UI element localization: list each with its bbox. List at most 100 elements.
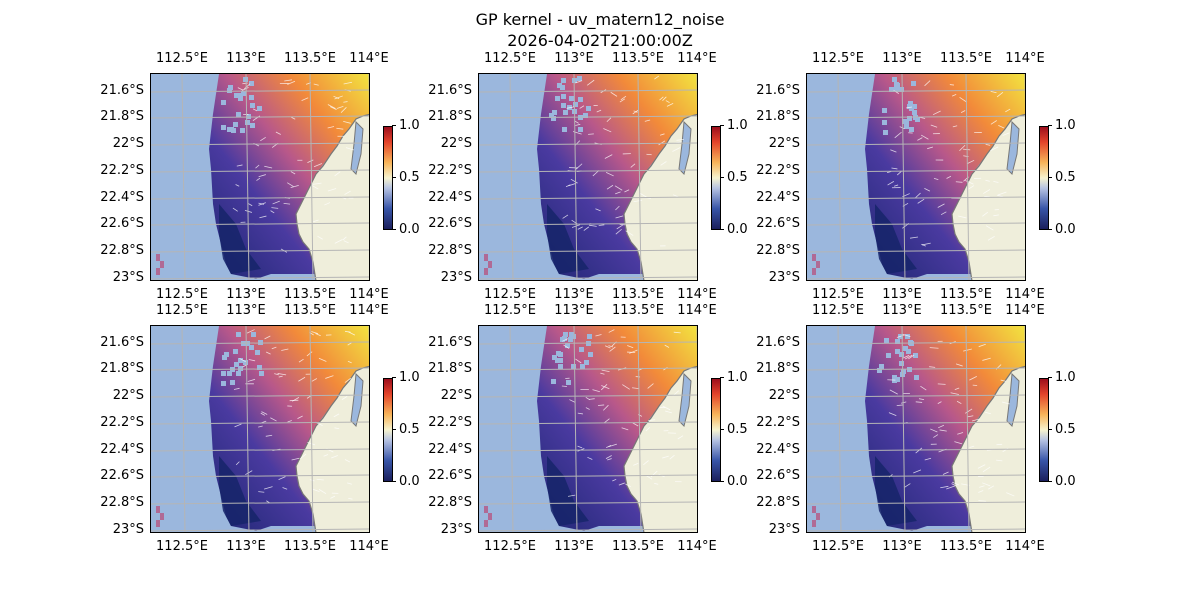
parallel-line [807, 394, 1025, 398]
lon-tick-label: 112.5°E [484, 287, 536, 302]
parallel-line [151, 169, 369, 173]
meridian-line [965, 74, 970, 280]
data-field [865, 326, 1025, 531]
parallel-line [151, 142, 369, 146]
parallel-line [151, 115, 369, 119]
map-frame [150, 73, 370, 281]
lon-tick-label: 112.5°E [812, 51, 864, 66]
colorbar-tick-label: 1.0 [720, 118, 748, 133]
lon-tick-label: 113°E [882, 287, 922, 302]
lon-tick-label: 113.5°E [284, 539, 336, 554]
lat-tick-label: 21.8°S [428, 109, 472, 124]
meridian-line [181, 326, 186, 532]
lon-tick-label: 112.5°E [812, 287, 864, 302]
parallel-line [151, 421, 369, 425]
meridian-line [837, 74, 842, 280]
colorbar-tick-label: 0.0 [720, 474, 748, 489]
parallel-line [479, 89, 697, 93]
lat-tick-label: 22.6°S [428, 216, 472, 231]
parallel-line [479, 528, 697, 532]
lon-tick-label: 114°E [1005, 303, 1045, 318]
lat-tick-label: 22.8°S [756, 243, 800, 258]
parallel-line [151, 394, 369, 398]
lon-tick-label: 112.5°E [484, 303, 536, 318]
colorbar [711, 126, 721, 230]
parallel-line [479, 501, 697, 505]
parallel-line [151, 249, 369, 253]
parallel-line [807, 341, 1025, 345]
colorbar-tick-label: 0.5 [720, 170, 748, 185]
parallel-line [151, 528, 369, 532]
lon-tick-label: 114°E [349, 303, 389, 318]
map-canvas [479, 74, 697, 280]
lat-tick-label: 21.6°S [756, 83, 800, 98]
parallel-line [807, 501, 1025, 505]
lon-tick-label: 113.5°E [612, 287, 664, 302]
map-canvas [151, 326, 369, 532]
lon-tick-label: 112.5°E [484, 51, 536, 66]
colorbar [1039, 378, 1049, 482]
lon-tick-label: 114°E [349, 51, 389, 66]
lat-tick-label: 23°S [112, 522, 144, 537]
meridian-line [181, 74, 186, 280]
parallel-line [151, 89, 369, 93]
map-frame [150, 325, 370, 533]
parallel-line [807, 448, 1025, 452]
lon-tick-label: 112.5°E [812, 539, 864, 554]
lat-tick-label: 22°S [768, 388, 800, 403]
lat-tick-label: 22.2°S [100, 415, 144, 430]
lat-tick-label: 21.8°S [756, 109, 800, 124]
lon-tick-label: 112.5°E [156, 539, 208, 554]
lat-tick-label: 23°S [768, 270, 800, 285]
lon-tick-label: 113°E [882, 303, 922, 318]
lon-tick-label: 113.5°E [940, 287, 992, 302]
lat-tick-label: 22°S [768, 136, 800, 151]
lat-tick-label: 21.8°S [756, 361, 800, 376]
lat-tick-label: 22°S [112, 136, 144, 151]
lon-tick-label: 113.5°E [284, 51, 336, 66]
map-frame [478, 73, 698, 281]
lat-tick-label: 22.8°S [100, 243, 144, 258]
lon-tick-label: 113°E [554, 539, 594, 554]
lat-tick-label: 21.6°S [100, 335, 144, 350]
lat-tick-label: 22.4°S [756, 190, 800, 205]
meridian-line [245, 74, 250, 280]
parallel-line [807, 249, 1025, 253]
lon-tick-label: 114°E [1005, 51, 1045, 66]
parallel-line [479, 341, 697, 345]
lat-tick-label: 21.6°S [428, 335, 472, 350]
colorbar-tick-label: 1.0 [392, 118, 420, 133]
figure-title: GP kernel - uv_matern12_noise [475, 10, 725, 29]
parallel-line [151, 367, 369, 371]
meridian-line [309, 326, 314, 532]
lon-tick-label: 113°E [554, 51, 594, 66]
meridian-line [637, 326, 642, 532]
lon-tick-label: 112.5°E [156, 51, 208, 66]
lon-tick-label: 113°E [226, 287, 266, 302]
parallel-line [479, 276, 697, 280]
map-frame [806, 73, 1026, 281]
lon-tick-label: 113.5°E [284, 287, 336, 302]
parallel-line [807, 222, 1025, 226]
parallel-line [807, 474, 1025, 478]
colorbar-tick-label: 0.0 [720, 222, 748, 237]
colorbar-tick-label: 0.0 [1048, 222, 1076, 237]
lon-tick-label: 112.5°E [156, 303, 208, 318]
parallel-line [151, 222, 369, 226]
lon-tick-label: 113°E [554, 303, 594, 318]
lat-tick-label: 21.6°S [428, 83, 472, 98]
lon-tick-label: 113°E [226, 51, 266, 66]
meridian-line [309, 74, 314, 280]
lat-tick-label: 21.6°S [756, 335, 800, 350]
lat-tick-label: 21.8°S [100, 361, 144, 376]
parallel-line [807, 115, 1025, 119]
meridian-line [637, 74, 642, 280]
lon-tick-label: 113.5°E [612, 51, 664, 66]
parallel-line [151, 276, 369, 280]
lat-tick-label: 22.2°S [428, 415, 472, 430]
parallel-line [151, 341, 369, 345]
parallel-line [479, 394, 697, 398]
lon-tick-label: 112.5°E [156, 287, 208, 302]
parallel-line [807, 142, 1025, 146]
lat-tick-label: 22.2°S [428, 163, 472, 178]
